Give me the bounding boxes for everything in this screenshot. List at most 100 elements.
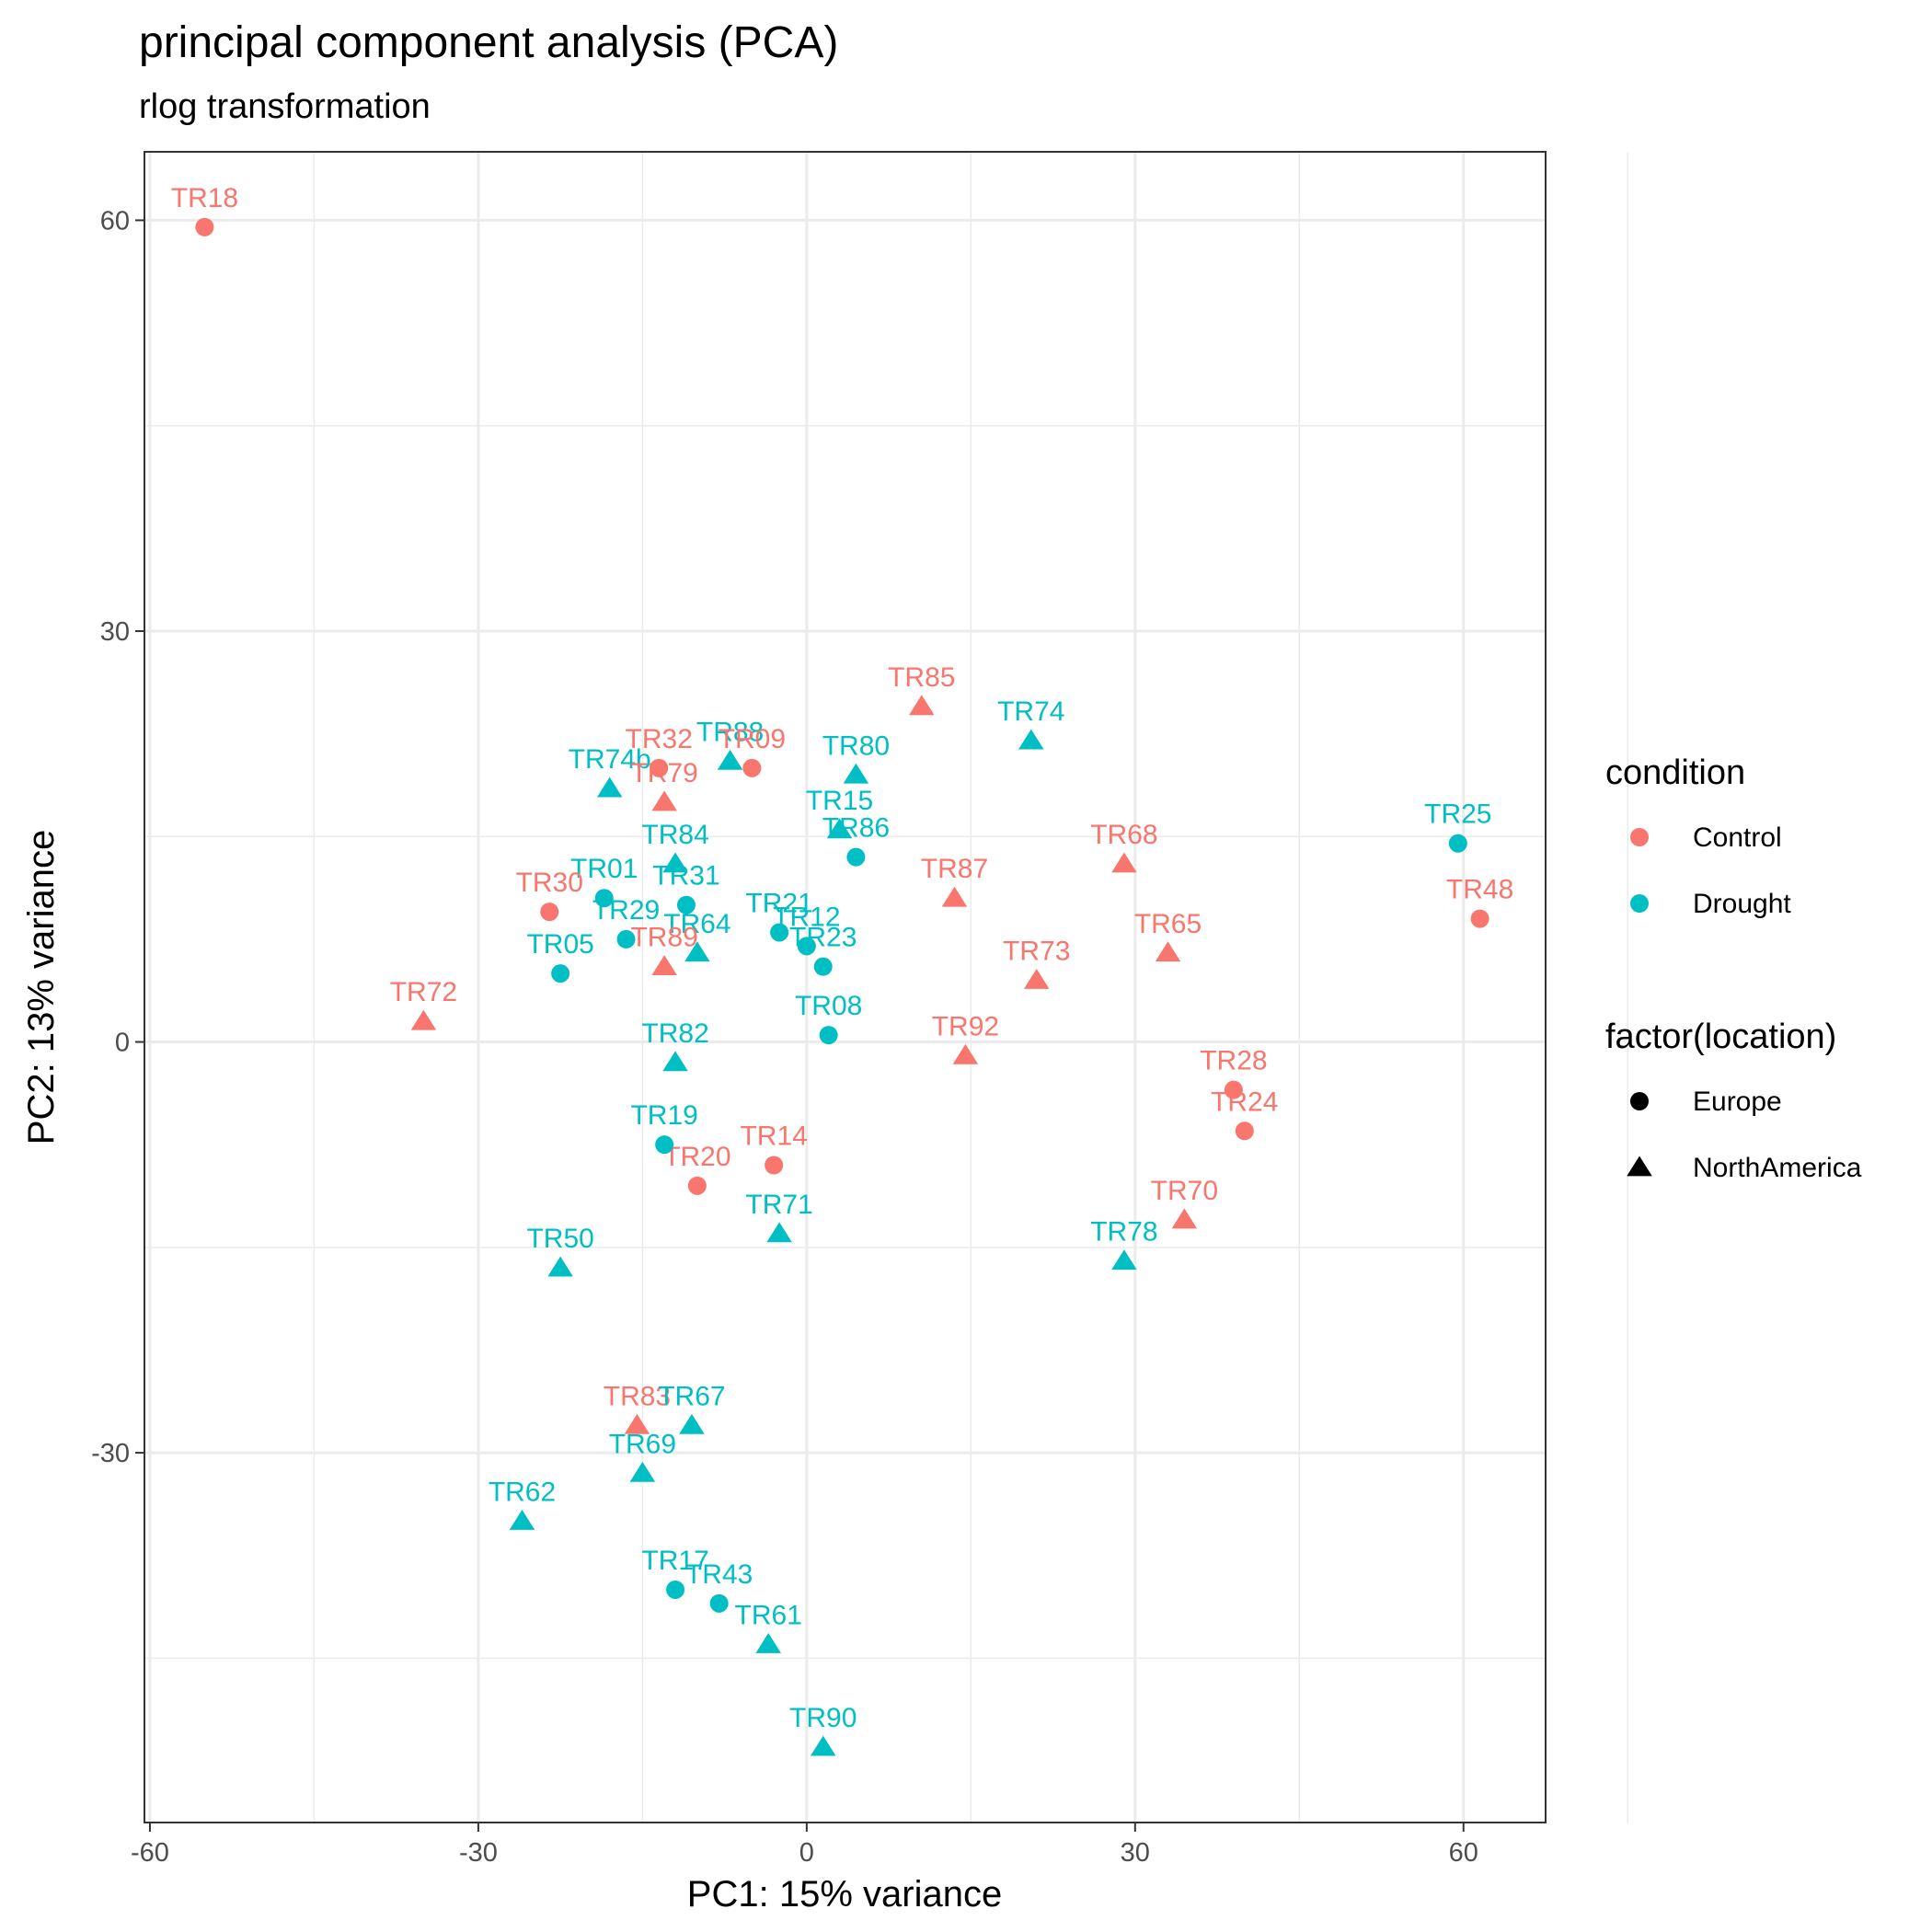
point-label-tr19: TR19 — [630, 1100, 697, 1131]
data-point-tr20 — [687, 1176, 707, 1195]
data-point-tr83 — [624, 1413, 650, 1434]
point-label-tr90: TR90 — [789, 1703, 857, 1733]
data-point-tr01 — [594, 889, 614, 908]
data-point-tr80 — [843, 763, 869, 784]
y-tick-label: -30 — [91, 1439, 130, 1468]
data-point-tr32 — [650, 758, 669, 777]
data-point-tr68 — [1111, 852, 1137, 873]
legend-label-europe: Europe — [1693, 1087, 1782, 1117]
data-point-tr78 — [1111, 1249, 1137, 1271]
data-point-tr15 — [826, 818, 853, 839]
point-label-tr25: TR25 — [1424, 799, 1491, 830]
data-point-tr69 — [629, 1461, 656, 1482]
point-label-tr83: TR83 — [604, 1381, 671, 1411]
data-point-tr89 — [651, 955, 677, 976]
point-label-tr14: TR14 — [740, 1121, 807, 1152]
data-point-tr12 — [797, 937, 816, 956]
point-label-tr78: TR78 — [1090, 1217, 1157, 1248]
point-label-tr17: TR17 — [641, 1546, 708, 1576]
point-label-tr74b: TR74b — [569, 744, 651, 775]
legend: condition Control Drought factor(location) E… — [1605, 753, 1862, 1183]
point-label-tr82: TR82 — [641, 1018, 708, 1049]
legend-label-drought: Drought — [1693, 889, 1791, 919]
data-point-tr90 — [810, 1735, 836, 1756]
data-point-tr18 — [195, 217, 214, 236]
point-label-tr87: TR87 — [921, 854, 988, 884]
x-tick-label: 0 — [799, 1838, 814, 1868]
legend-key-northamerica — [1627, 1156, 1652, 1177]
data-point-tr73 — [1023, 969, 1050, 989]
plot-panel-background — [144, 152, 1546, 1823]
point-label-tr31: TR31 — [652, 861, 719, 891]
data-point-tr25 — [1448, 834, 1467, 853]
data-point-tr74b — [596, 776, 623, 798]
point-label-tr48: TR48 — [1446, 875, 1513, 905]
legend-title: factor(location) — [1605, 1018, 1836, 1056]
point-label-tr43: TR43 — [685, 1559, 753, 1590]
point-label-tr21: TR21 — [745, 888, 812, 918]
data-point-tr64 — [684, 941, 710, 962]
point-label-tr71: TR71 — [745, 1190, 812, 1220]
data-point-tr70 — [1171, 1208, 1198, 1229]
data-point-tr17 — [666, 1580, 685, 1599]
legend-label-control: Control — [1693, 822, 1782, 853]
data-point-tr05 — [551, 964, 570, 983]
legend-title: condition — [1605, 753, 1745, 792]
grid-lines — [144, 152, 1628, 1823]
x-tick-label: 60 — [1449, 1838, 1478, 1868]
point-label-tr65: TR65 — [1134, 909, 1202, 939]
data-point-tr08 — [819, 1026, 838, 1045]
data-point-tr28 — [1224, 1080, 1243, 1099]
y-axis-ticks: -30 0 30 60 — [91, 206, 144, 1468]
data-point-tr19 — [655, 1135, 674, 1155]
point-label-tr85: TR85 — [888, 662, 955, 693]
data-point-tr82 — [662, 1051, 688, 1072]
point-label-tr86: TR86 — [822, 813, 890, 844]
point-label-tr15: TR15 — [806, 786, 873, 816]
data-point-tr88 — [717, 749, 743, 770]
legend-label-northamerica: NorthAmerica — [1693, 1153, 1862, 1183]
data-point-tr50 — [547, 1256, 573, 1277]
point-label-tr72: TR72 — [390, 977, 457, 1007]
x-tick-label: 30 — [1121, 1838, 1150, 1868]
y-axis-title: PC2: 13% variance — [21, 830, 62, 1144]
point-label-tr69: TR69 — [609, 1429, 676, 1459]
point-label-tr24: TR24 — [1211, 1087, 1278, 1117]
point-label-tr74: TR74 — [997, 696, 1064, 727]
data-point-tr92 — [952, 1043, 979, 1064]
data-point-tr62 — [509, 1510, 535, 1530]
point-label-tr32: TR32 — [626, 724, 693, 754]
point-label-tr92: TR92 — [932, 1011, 999, 1041]
data-point-tr14 — [765, 1156, 784, 1175]
point-label-tr62: TR62 — [489, 1478, 556, 1508]
point-label-tr67: TR67 — [658, 1381, 725, 1411]
y-tick-label: 30 — [100, 617, 130, 647]
point-label-tr08: TR08 — [795, 991, 862, 1021]
data-point-tr85 — [909, 695, 935, 716]
data-point-tr31 — [676, 895, 696, 914]
data-point-tr79 — [651, 790, 677, 811]
point-label-tr30: TR30 — [516, 868, 583, 898]
data-point-tr21 — [770, 923, 789, 942]
point-label-tr61: TR61 — [735, 1600, 802, 1630]
point-label-tr73: TR73 — [1003, 937, 1070, 967]
chart-title: principal component analysis (PCA) — [139, 18, 838, 67]
y-tick-label: 0 — [115, 1029, 130, 1058]
data-point-tr65 — [1155, 941, 1181, 962]
point-label-tr01: TR01 — [570, 854, 638, 884]
data-point-tr61 — [755, 1632, 781, 1653]
point-label-tr68: TR68 — [1090, 820, 1157, 850]
data-point-tr72 — [410, 1009, 437, 1030]
y-tick-label: 60 — [100, 206, 130, 236]
data-point-tr30 — [540, 903, 559, 922]
data-point-tr23 — [813, 957, 833, 976]
data-point-tr87 — [941, 886, 968, 907]
data-point-tr48 — [1470, 909, 1489, 928]
x-axis-title: PC1: 15% variance — [687, 1874, 1002, 1915]
data-point-tr71 — [766, 1222, 792, 1243]
point-label-tr50: TR50 — [526, 1224, 593, 1254]
data-point-tr86 — [846, 847, 866, 867]
x-axis-ticks: -60 -30 0 30 60 — [131, 1823, 1478, 1868]
point-label-tr70: TR70 — [1151, 1176, 1218, 1206]
